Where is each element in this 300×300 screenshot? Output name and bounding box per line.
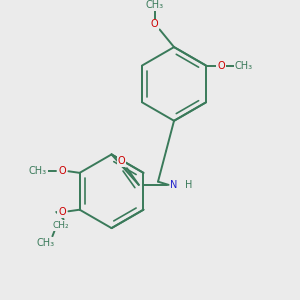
Text: O: O [217, 61, 225, 70]
Text: CH₃: CH₃ [146, 0, 164, 11]
Text: CH₃: CH₃ [235, 61, 253, 70]
Text: H: H [185, 180, 192, 190]
Text: O: O [117, 156, 125, 166]
Text: CH₃: CH₃ [37, 238, 55, 248]
Text: CH₂: CH₂ [52, 221, 69, 230]
Text: N: N [170, 180, 178, 190]
Text: O: O [151, 19, 159, 29]
Text: CH₃: CH₃ [29, 166, 47, 176]
Text: O: O [58, 166, 66, 176]
Text: O: O [58, 207, 66, 217]
